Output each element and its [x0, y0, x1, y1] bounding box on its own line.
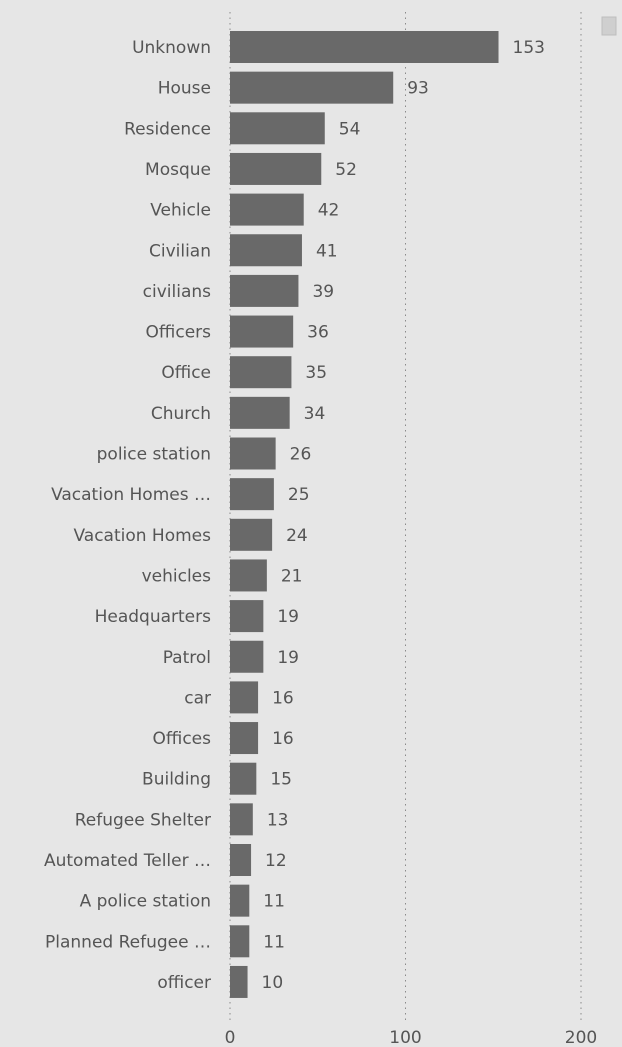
bar[interactable]: [230, 274, 299, 307]
x-tick-label: 200: [565, 1028, 597, 1047]
x-tick-label: 100: [389, 1028, 421, 1047]
bar[interactable]: [230, 478, 274, 511]
category-label: Offices: [153, 729, 212, 749]
category-label: civilians: [143, 282, 211, 302]
category-label: police station: [97, 445, 211, 465]
category-label: Vacation Homes …: [51, 485, 211, 505]
value-label: 10: [262, 973, 284, 993]
value-label: 52: [335, 160, 357, 180]
category-label: Vehicle: [150, 201, 211, 221]
bar[interactable]: [230, 71, 394, 104]
value-label: 25: [288, 485, 310, 505]
value-label: 41: [316, 241, 338, 261]
value-label: 42: [318, 201, 340, 221]
category-label: House: [158, 79, 211, 99]
value-label: 11: [263, 932, 285, 952]
bar[interactable]: [230, 315, 294, 348]
category-label: Office: [161, 363, 211, 383]
value-label: 12: [265, 851, 287, 871]
category-label: Residence: [124, 119, 211, 139]
value-labels: 153 93 54 52 42 41 39 36 35 34 26 25 24 21 19 19 16 16 15 1…: [262, 38, 545, 993]
bar[interactable]: [230, 518, 273, 551]
category-label: A police station: [80, 892, 211, 912]
bar[interactable]: [230, 437, 276, 470]
bar[interactable]: [230, 193, 304, 226]
value-label: 21: [281, 566, 303, 586]
bar[interactable]: [230, 600, 264, 633]
bar[interactable]: [230, 965, 248, 998]
category-label: officer: [157, 973, 211, 993]
category-label: vehicles: [142, 566, 212, 586]
value-label: 15: [270, 770, 292, 790]
category-label: Unknown: [132, 38, 211, 58]
value-label: 36: [307, 323, 329, 343]
value-label: 93: [407, 79, 429, 99]
value-label: 153: [513, 38, 545, 58]
value-label: 19: [277, 607, 299, 627]
bar[interactable]: [230, 396, 290, 429]
x-axis-ticks: 0 100 200: [225, 1028, 598, 1047]
value-label: 54: [339, 119, 361, 139]
value-label: 19: [277, 648, 299, 668]
legend-swatch[interactable]: [601, 16, 617, 36]
value-label: 13: [267, 810, 289, 830]
bar[interactable]: [230, 803, 253, 836]
value-label: 24: [286, 526, 308, 546]
value-label: 39: [312, 282, 334, 302]
category-label: Refugee Shelter: [75, 810, 211, 830]
bars: [230, 31, 499, 998]
value-label: 11: [263, 892, 285, 912]
bar[interactable]: [230, 234, 302, 267]
category-label: Planned Refugee …: [45, 932, 211, 952]
category-label: Automated Teller …: [44, 851, 211, 871]
bar[interactable]: [230, 152, 322, 185]
value-label: 26: [290, 445, 312, 465]
category-label: car: [184, 688, 211, 708]
category-labels: Unknown House Residence Mosque Vehicle Civili…: [44, 38, 211, 993]
bar[interactable]: [230, 31, 499, 63]
category-label: Civilian: [149, 241, 211, 261]
bar[interactable]: [230, 112, 325, 145]
value-label: 35: [305, 363, 327, 383]
x-tick-label: 0: [225, 1028, 236, 1047]
bar[interactable]: [230, 925, 250, 958]
value-label: 34: [304, 404, 326, 424]
bar[interactable]: [230, 844, 252, 876]
category-label: Building: [142, 770, 211, 790]
category-label: Officers: [146, 323, 212, 343]
value-label: 16: [272, 688, 294, 708]
category-label: Headquarters: [95, 607, 212, 627]
category-label: Mosque: [145, 160, 211, 180]
category-label: Patrol: [163, 648, 211, 668]
bar[interactable]: [230, 681, 259, 714]
bar[interactable]: [230, 559, 267, 592]
bar[interactable]: [230, 722, 259, 755]
category-label: Church: [151, 404, 211, 424]
bar[interactable]: [230, 640, 264, 673]
bar[interactable]: [230, 762, 257, 795]
value-label: 16: [272, 729, 294, 749]
category-label: Vacation Homes: [73, 526, 211, 546]
bar[interactable]: [230, 356, 292, 389]
bar[interactable]: [230, 884, 250, 917]
